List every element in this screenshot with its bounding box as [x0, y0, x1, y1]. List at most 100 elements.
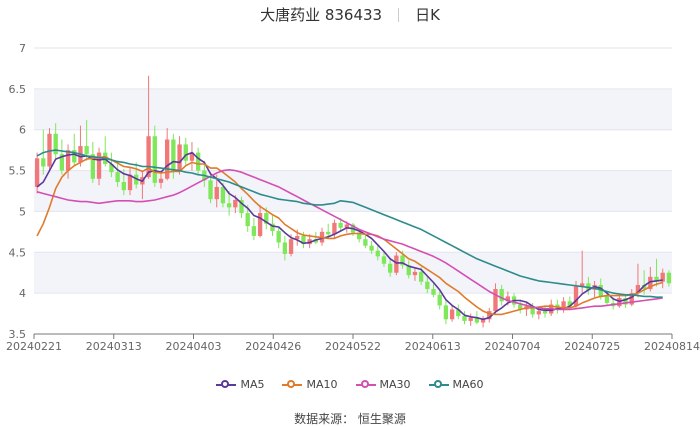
candle-body	[468, 317, 473, 321]
ma-line-ma10	[36, 155, 663, 316]
candle-body	[375, 250, 380, 257]
y-tick-label: 3.5	[9, 328, 27, 341]
legend-item-ma60[interactable]: MA60	[428, 378, 484, 391]
period-label: 日K	[415, 6, 440, 24]
ma-line-ma60	[36, 149, 663, 299]
legend-label-ma10: MA10	[306, 378, 338, 391]
x-tick-label: 20240522	[325, 340, 381, 353]
candle-body	[431, 289, 436, 295]
legend-swatch-ma5	[216, 379, 237, 390]
candle-body	[418, 271, 424, 282]
candle-body	[90, 154, 96, 179]
legend-swatch-ma10	[282, 379, 303, 390]
candle-body	[270, 223, 275, 232]
candle-body	[177, 144, 182, 171]
candle-body	[660, 272, 665, 282]
legend-swatch-ma30	[355, 379, 376, 390]
candle-body	[96, 152, 102, 179]
candle-body	[276, 231, 281, 243]
y-tick-label: 5	[19, 205, 26, 218]
candle-body	[220, 186, 226, 204]
candle-body	[214, 186, 219, 200]
ma-line-ma30	[36, 169, 663, 311]
y-tick-label: 5.5	[9, 165, 27, 178]
candle-body	[580, 283, 585, 287]
candle-body	[518, 304, 523, 310]
chart-title: 大唐药业 836433 日K	[0, 4, 700, 25]
candle-body	[357, 232, 362, 240]
candle-body	[245, 213, 250, 227]
candle-body	[72, 150, 77, 163]
candle-body	[226, 203, 232, 208]
legend-label-ma30: MA30	[379, 378, 411, 391]
candle-body	[536, 311, 541, 315]
candle-body	[65, 150, 71, 171]
candle-body	[127, 174, 133, 191]
candle-body	[406, 265, 411, 276]
candle-body	[158, 178, 164, 183]
candle-body	[629, 293, 634, 305]
candle-body	[34, 158, 40, 187]
candle-body	[387, 263, 393, 273]
candle-body	[326, 231, 331, 235]
candle-body	[189, 152, 195, 161]
candle-body	[369, 245, 374, 251]
candle-body	[233, 199, 238, 208]
candle-body	[301, 235, 306, 245]
candle-body	[183, 144, 188, 161]
x-tick-label: 20240313	[86, 340, 142, 353]
data-source: 数据来源： 恒生聚源	[294, 412, 406, 426]
legend-item-ma5[interactable]: MA5	[216, 378, 264, 391]
x-tick-label: 20240613	[405, 340, 461, 353]
candle-body	[456, 309, 461, 317]
candle-body	[635, 284, 641, 294]
candle-body	[165, 139, 170, 179]
candle-body	[487, 311, 492, 320]
candle-body	[282, 242, 288, 254]
candle-body	[381, 256, 387, 264]
legend-item-ma30[interactable]: MA30	[355, 378, 411, 391]
candle-body	[412, 271, 418, 276]
candle-body	[121, 182, 126, 191]
candle-body	[567, 301, 572, 307]
grid-band	[34, 252, 672, 294]
candle-body	[573, 286, 579, 307]
candle-body	[109, 164, 114, 173]
candle-body	[654, 276, 659, 282]
candle-body	[251, 226, 257, 236]
x-tick-label: 20240403	[166, 340, 222, 353]
stock-name: 大唐药业 836433	[260, 6, 383, 24]
candle-body	[493, 289, 498, 312]
candle-body	[666, 272, 672, 284]
legend-item-ma10[interactable]: MA10	[282, 378, 338, 391]
candle-body	[443, 305, 449, 320]
candle-body	[288, 239, 294, 254]
x-tick-label: 20240704	[485, 340, 541, 353]
x-tick-label: 20240814	[644, 340, 700, 353]
candle-body	[115, 172, 120, 183]
legend-label-ma5: MA5	[240, 378, 265, 391]
candle-body	[641, 284, 647, 290]
x-tick-label: 20240426	[245, 340, 301, 353]
candle-body	[295, 235, 300, 240]
candle-body	[480, 319, 486, 323]
candle-body	[505, 296, 511, 302]
candle-body	[41, 158, 46, 167]
title-separator	[398, 8, 400, 22]
x-tick-label: 20240221	[6, 340, 62, 353]
candle-body	[338, 222, 343, 228]
y-tick-label: 4.5	[9, 246, 27, 259]
candle-body	[437, 294, 442, 306]
y-tick-label: 7	[19, 42, 26, 55]
y-tick-label: 6.5	[9, 83, 27, 96]
candle-body	[332, 222, 337, 235]
candle-body	[462, 316, 467, 321]
candle-body	[561, 301, 566, 310]
candle-body	[47, 133, 52, 167]
y-tick-label: 6	[19, 124, 26, 137]
candle-body	[152, 136, 157, 183]
y-tick-label: 4	[19, 287, 26, 300]
candle-body	[344, 224, 349, 228]
candle-body	[84, 146, 89, 155]
